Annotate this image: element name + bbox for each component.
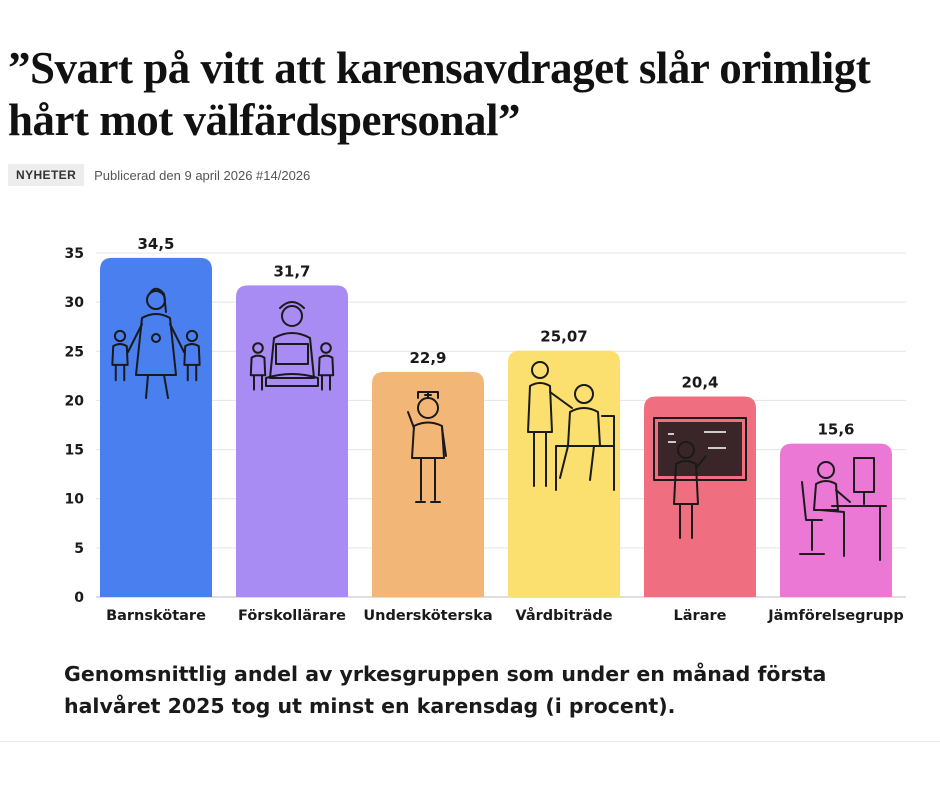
chart-bars: 34,5 31,7 22,9 25,07 20,4 15,6: [100, 235, 892, 597]
x-tick-label: Jämförelsegrupp: [767, 608, 904, 624]
x-tick-label: Vårdbiträde: [515, 607, 612, 624]
x-tick-label: Förskollärare: [238, 608, 346, 624]
bar-barnskötare: [100, 257, 212, 597]
data-label: 31,7: [273, 262, 310, 280]
chart-grid: [96, 252, 906, 598]
y-tick-label: 0: [74, 590, 84, 606]
y-tick-label: 25: [65, 344, 84, 360]
x-tick-label: Lärare: [674, 608, 727, 624]
chart-icons: [111, 287, 887, 561]
office-worker-icon: [799, 457, 887, 561]
nurse-icon: [407, 391, 447, 503]
y-tick-label: 10: [65, 492, 85, 508]
category-tag[interactable]: NYHETER: [8, 164, 85, 186]
chart-caption: Genomsnittlig andel av yrkesgruppen som …: [64, 662, 827, 718]
y-tick-label: 5: [74, 541, 84, 557]
x-tick-label: Undersköterska: [363, 608, 492, 624]
publish-date: Publicerad den 9 april 2026 #14/2026: [94, 167, 311, 183]
x-axis: Barnskötare Förskollärare Undersköterska Vå…: [106, 607, 904, 624]
y-tick-label: 15: [65, 443, 84, 459]
data-label: 20,4: [681, 373, 718, 391]
caregiver-helping-elder-icon: [527, 361, 615, 491]
bar-undersköterska: [372, 371, 484, 597]
headline: ”Svart på vitt att karensavdraget slår o…: [8, 43, 871, 145]
teacher-with-children-icon: [111, 287, 201, 399]
teacher-at-blackboard-icon: [653, 417, 747, 539]
y-tick-label: 35: [65, 246, 84, 262]
bar-vårdbiträde: [508, 350, 620, 597]
x-tick-label: Barnskötare: [106, 608, 206, 624]
bar-chart: 34,5 31,7 22,9 25,07 20,4 15,6 0 5 10 15 20 25 30 35…: [65, 235, 906, 624]
divider: [0, 741, 940, 742]
data-label: 15,6: [817, 421, 854, 439]
data-label: 22,9: [409, 349, 446, 367]
y-tick-label: 20: [65, 393, 85, 409]
bar-jämförelsegrupp: [780, 443, 892, 597]
data-label: 25,07: [540, 328, 587, 346]
y-axis: 0 5 10 15 20 25 30 35: [65, 246, 85, 606]
y-tick-label: 30: [65, 295, 85, 311]
teacher-reading-icon: [249, 301, 335, 391]
article-meta: NYHETER Publicerad den 9 april 2026 #14/…: [8, 162, 310, 188]
data-label: 34,5: [137, 235, 174, 253]
